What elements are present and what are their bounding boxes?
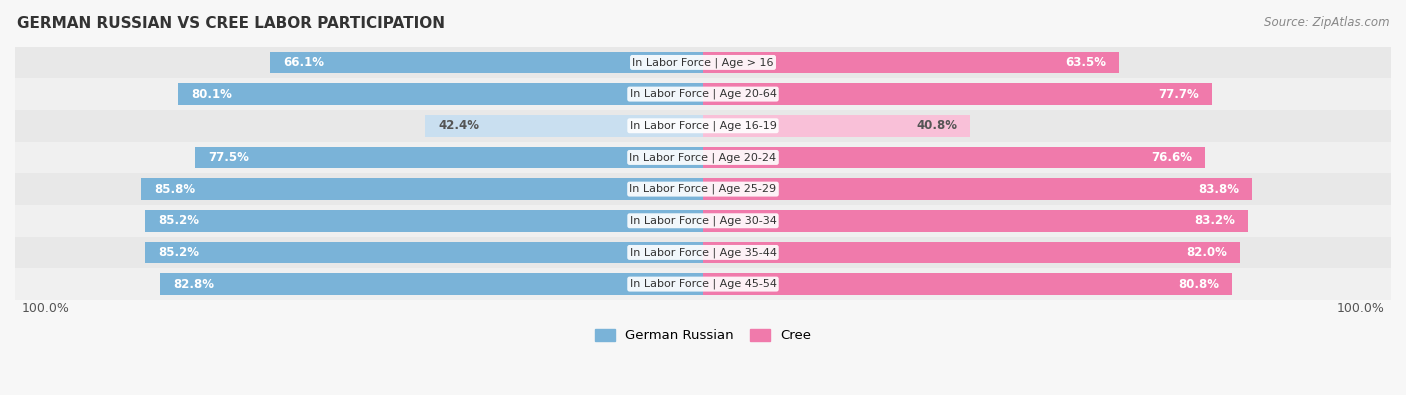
Bar [703,242,1240,263]
Bar [425,115,703,137]
Text: 77.5%: 77.5% [208,151,249,164]
Bar [703,178,1253,200]
Text: GERMAN RUSSIAN VS CREE LABOR PARTICIPATION: GERMAN RUSSIAN VS CREE LABOR PARTICIPATI… [17,16,444,31]
Text: 83.8%: 83.8% [1198,182,1239,196]
Bar [0,141,1406,173]
Bar [179,83,703,105]
Bar [703,115,970,137]
Text: 85.2%: 85.2% [157,246,198,259]
Text: 85.2%: 85.2% [157,214,198,227]
Text: 82.8%: 82.8% [173,278,215,291]
Bar [703,83,1212,105]
Text: 100.0%: 100.0% [21,301,69,314]
Text: 85.8%: 85.8% [153,182,195,196]
Text: In Labor Force | Age > 16: In Labor Force | Age > 16 [633,57,773,68]
Text: 76.6%: 76.6% [1150,151,1192,164]
Bar [270,52,703,73]
Text: Source: ZipAtlas.com: Source: ZipAtlas.com [1264,16,1389,29]
Bar [703,273,1233,295]
Bar [141,178,703,200]
Bar [0,78,1406,110]
Legend: German Russian, Cree: German Russian, Cree [588,322,818,349]
Bar [703,147,1205,168]
Text: 100.0%: 100.0% [1337,301,1385,314]
Bar [0,237,1406,268]
Bar [160,273,703,295]
Text: 77.7%: 77.7% [1159,88,1199,101]
Text: In Labor Force | Age 35-44: In Labor Force | Age 35-44 [630,247,776,258]
Bar [145,242,703,263]
Text: 82.0%: 82.0% [1187,246,1227,259]
Text: 80.1%: 80.1% [191,88,232,101]
Bar [0,268,1406,300]
Text: 83.2%: 83.2% [1194,214,1234,227]
Bar [703,52,1119,73]
Text: In Labor Force | Age 20-24: In Labor Force | Age 20-24 [630,152,776,163]
Text: In Labor Force | Age 20-64: In Labor Force | Age 20-64 [630,89,776,100]
Bar [0,47,1406,78]
Text: In Labor Force | Age 45-54: In Labor Force | Age 45-54 [630,279,776,290]
Bar [0,173,1406,205]
Bar [0,205,1406,237]
Bar [145,210,703,231]
Text: 42.4%: 42.4% [439,119,479,132]
Bar [703,210,1249,231]
Text: 40.8%: 40.8% [917,119,957,132]
Text: In Labor Force | Age 30-34: In Labor Force | Age 30-34 [630,216,776,226]
Text: 80.8%: 80.8% [1178,278,1219,291]
Text: In Labor Force | Age 16-19: In Labor Force | Age 16-19 [630,120,776,131]
Text: In Labor Force | Age 25-29: In Labor Force | Age 25-29 [630,184,776,194]
Text: 66.1%: 66.1% [283,56,323,69]
Bar [195,147,703,168]
Text: 63.5%: 63.5% [1064,56,1107,69]
Bar [0,110,1406,141]
